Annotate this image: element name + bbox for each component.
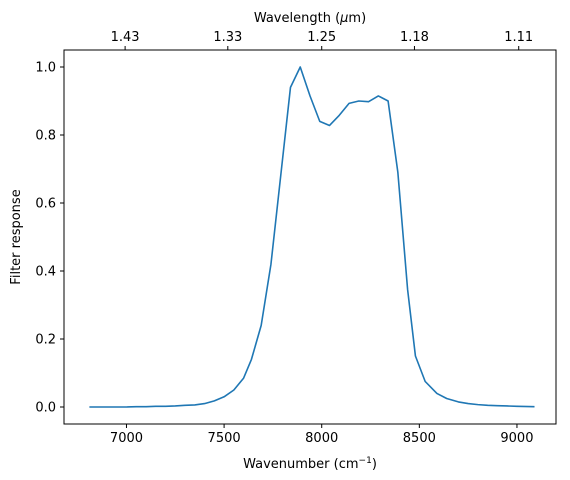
x-tick-label: 9000: [500, 431, 533, 446]
y-tick-label: 0.2: [35, 333, 56, 348]
top-tick-label: 1.33: [213, 30, 242, 45]
top-tick-label: 1.11: [504, 30, 533, 45]
y-tick-label: 0.4: [35, 265, 56, 280]
y-tick-label: 0.8: [35, 129, 56, 144]
x-tick-label: 7000: [110, 431, 143, 446]
x-tick-label: 8500: [403, 431, 436, 446]
series-line: [89, 66, 535, 408]
plot-frame: [63, 49, 557, 425]
y-axis-ticks: 0.0 0.2 0.4 0.6 0.8 1.0: [35, 61, 64, 416]
y-tick-label: 1.0: [35, 61, 56, 76]
top-axis-label: Wavelength (μm): [254, 11, 366, 26]
top-axis-ticks: 1.43 1.33 1.25 1.18 1.11: [111, 30, 533, 50]
y-tick-label: 0.0: [35, 401, 56, 416]
x-axis-label: Wavenumber (cm−1): [243, 456, 377, 472]
x-tick-label: 7500: [208, 431, 241, 446]
y-axis-label: Filter response: [9, 189, 24, 284]
top-tick-label: 1.43: [111, 30, 140, 45]
top-tick-label: 1.25: [307, 30, 336, 45]
x-tick-label: 8000: [305, 431, 338, 446]
y-tick-label: 0.6: [35, 197, 56, 212]
series-layer: [89, 66, 535, 408]
x-axis-ticks: 7000 7500 8000 8500 9000: [110, 424, 533, 446]
top-tick-label: 1.18: [400, 30, 429, 45]
